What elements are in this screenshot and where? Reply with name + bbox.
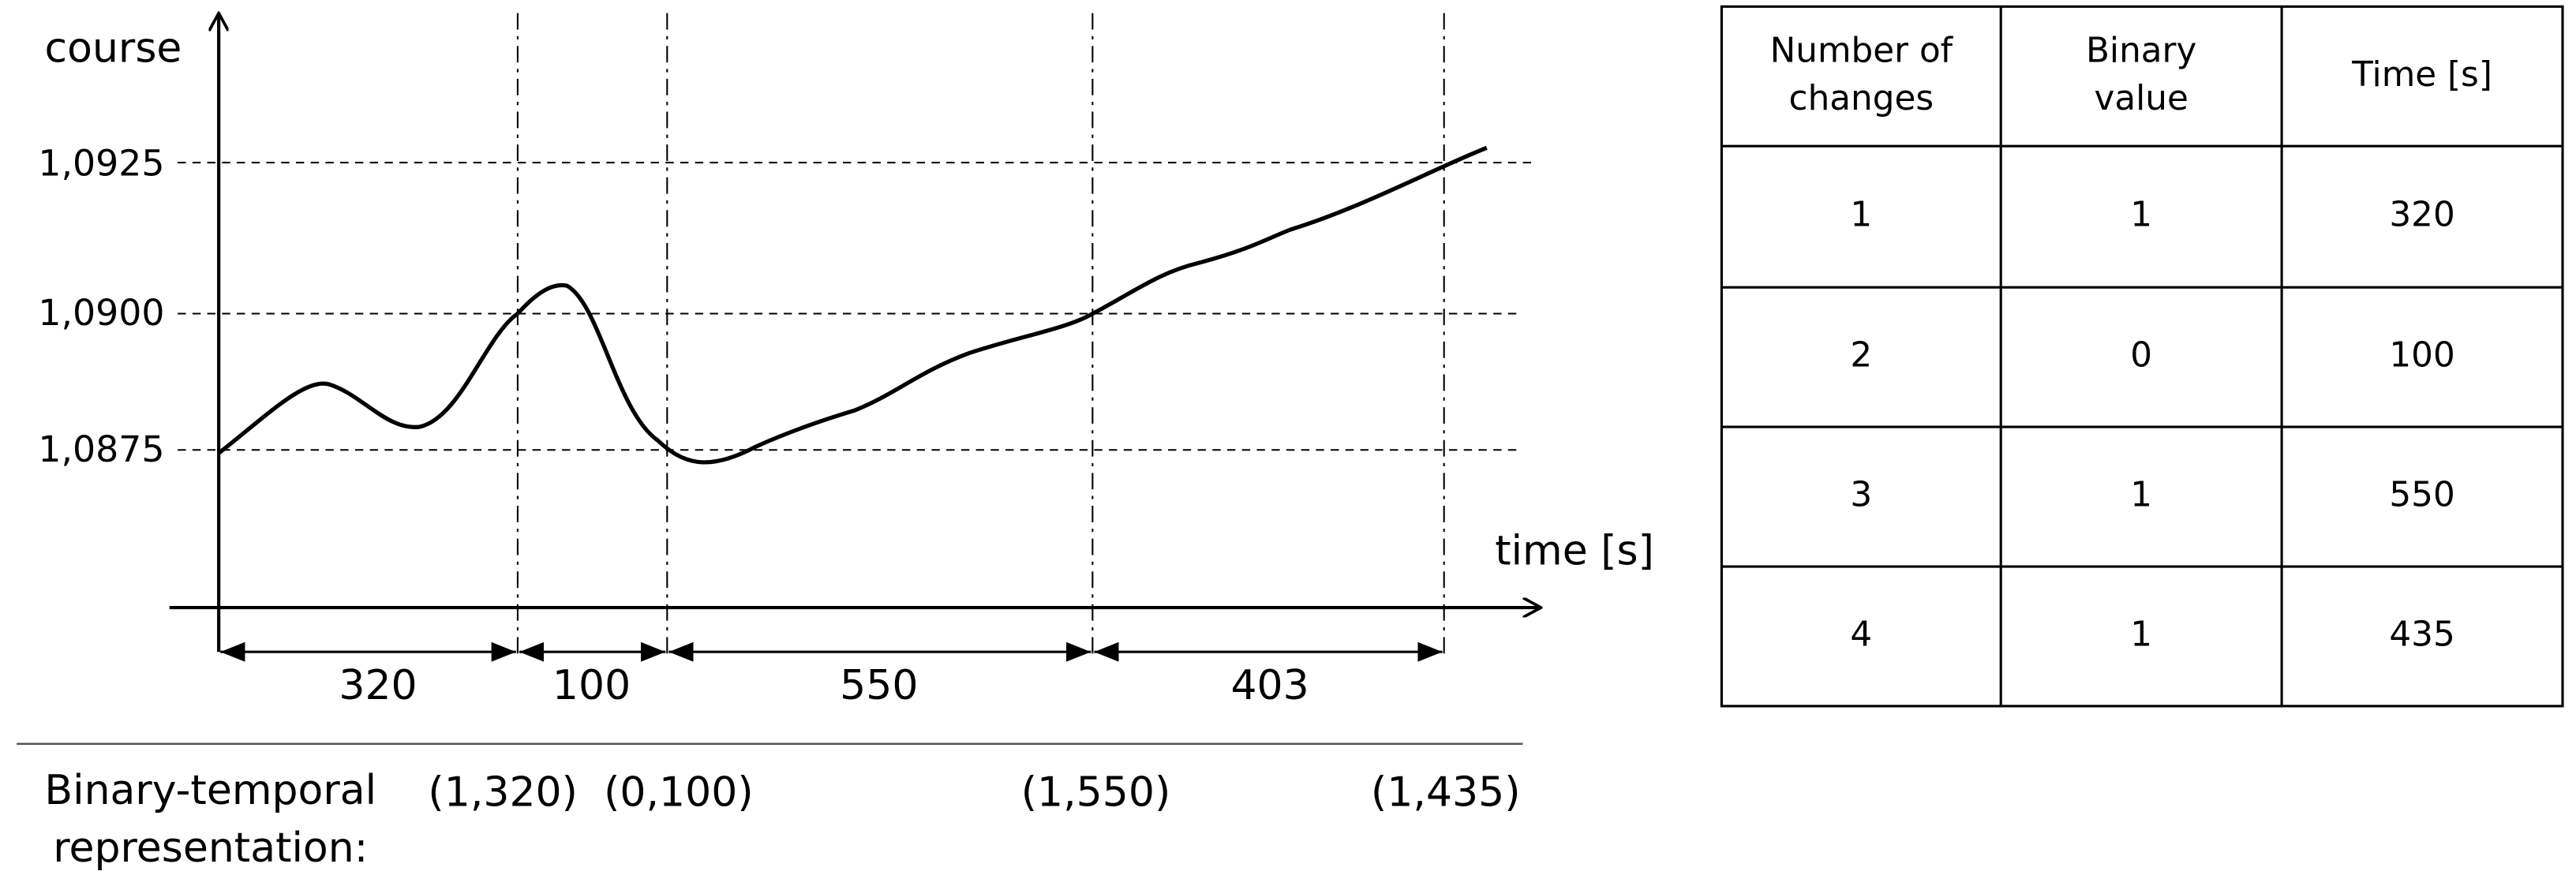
course-curve xyxy=(217,145,1488,465)
representation-label: representation: xyxy=(53,825,368,872)
table-cell: 1 xyxy=(2130,475,2152,515)
table-cell: 100 xyxy=(2389,335,2454,376)
interval-label: 403 xyxy=(1230,662,1309,709)
table-cell: 2 xyxy=(1850,335,1872,376)
table-cell: 435 xyxy=(2389,614,2454,654)
table-cell: 1 xyxy=(2130,195,2152,235)
grid-lines xyxy=(178,161,1537,451)
table-header: value xyxy=(2095,78,2188,118)
pair-label: (0,100) xyxy=(604,768,754,816)
table-cell: 320 xyxy=(2389,195,2454,235)
representation-label: Binary-temporal xyxy=(44,767,376,814)
table-header: Binary xyxy=(2086,31,2196,71)
y-tick-label: 1,0900 xyxy=(38,292,164,334)
y-tick-label: 1,0925 xyxy=(38,143,164,185)
pair-label: (1,320) xyxy=(428,768,578,816)
y-tick-label: 1,0875 xyxy=(38,428,164,470)
interval-lines xyxy=(516,13,1445,657)
plot: course time [s] 1,0925 1,0900 1,0875 320… xyxy=(17,13,1654,872)
pair-label: (1,435) xyxy=(1371,768,1521,816)
table-cell: 1 xyxy=(1850,195,1872,235)
pair-label: (1,550) xyxy=(1021,768,1171,816)
x-axis-label: time [s] xyxy=(1495,527,1654,574)
interval-label: 550 xyxy=(840,662,918,709)
table-header: Time [s] xyxy=(2351,54,2492,95)
table-cell: 3 xyxy=(1850,475,1872,515)
table-header: changes xyxy=(1789,78,1934,118)
table-cell: 1 xyxy=(2130,614,2152,654)
table-cell: 550 xyxy=(2389,475,2454,515)
interval-label: 100 xyxy=(552,662,631,709)
table-header: Number of xyxy=(1770,31,1954,71)
y-axis-label: course xyxy=(45,25,182,73)
table-cell: 4 xyxy=(1850,614,1872,654)
interval-label: 320 xyxy=(339,662,417,709)
table-cell: 0 xyxy=(2130,335,2152,376)
